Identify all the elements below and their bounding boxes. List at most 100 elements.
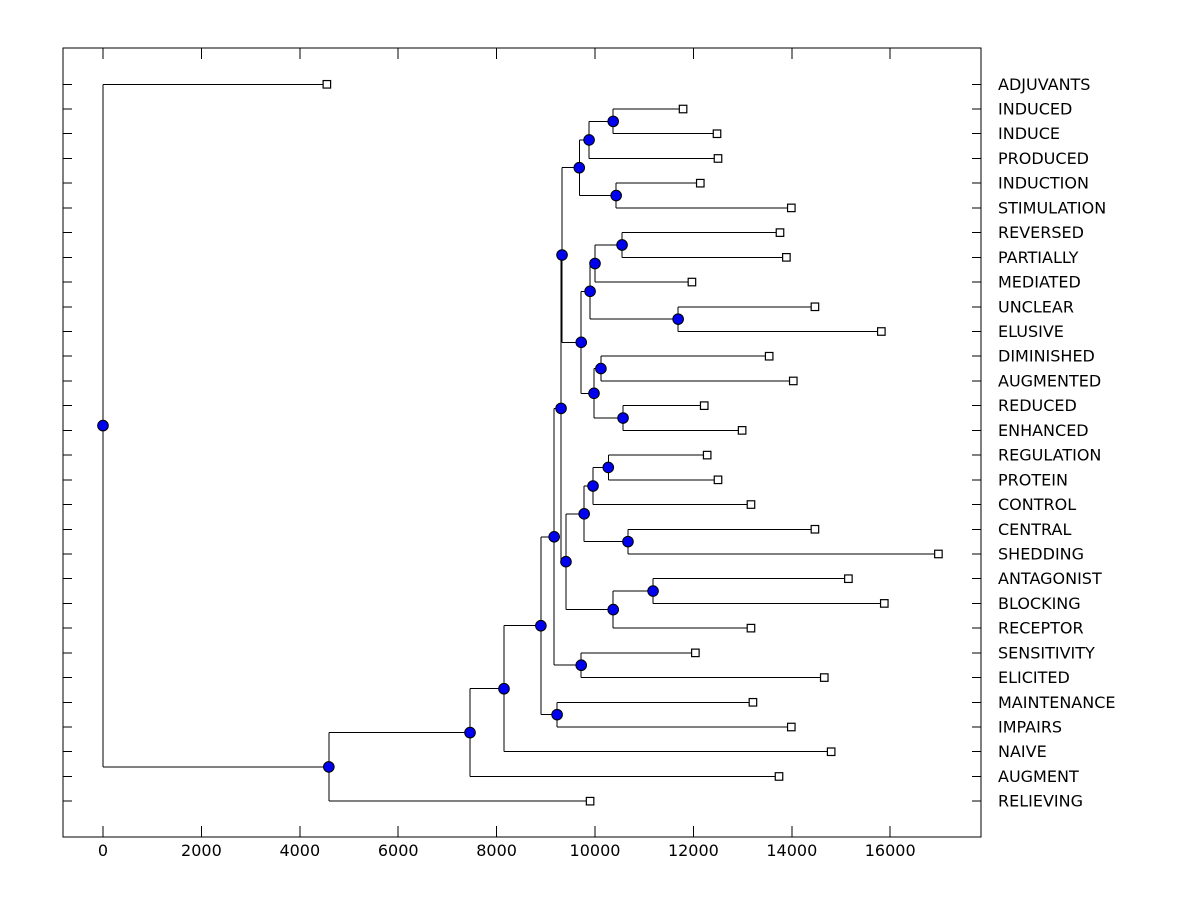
leaf-label-IMPAIRS: IMPAIRS [998,718,1062,737]
leaf-marker-UNCLEAR [810,302,820,312]
x-tick-label: 2000 [181,841,222,860]
leaf-marker-MEDIATED [687,277,697,287]
leaf-marker-MAINTENANCE [748,697,758,707]
internal-node-marker-n_unclear_elusive [672,313,684,325]
internal-node-marker-n_ant_block [647,585,659,597]
leaf-marker-REVERSED [775,228,785,237]
leaf-label-CONTROL: CONTROL [998,495,1076,514]
leaf-marker-CONTROL [746,500,756,509]
leaf-label-UNCLEAR: UNCLEAR [998,297,1074,316]
leaf-label-SHEDDING: SHEDDING [998,544,1084,563]
x-tick-label: 16000 [865,841,916,860]
internal-node-marker-n_ctrl_central [578,508,590,520]
x-tick-label: 0 [98,841,108,860]
leaf-marker-CENTRAL [810,524,820,534]
leaf-label-RECEPTOR: RECEPTOR [998,619,1084,638]
internal-node-marker-n_augment [464,726,476,739]
leaf-label-INDUCED: INDUCED [998,100,1072,119]
x-tick-label: 6000 [378,841,419,860]
leaf-marker-AUGMENTED [788,376,798,386]
leaf-marker-PARTIALLY [782,252,791,262]
leaf-marker-ELICITED [819,673,829,682]
leaf-label-SENSITIVITY: SENSITIVITY [998,643,1095,662]
leaf-marker-STIMULATION [786,203,796,213]
leaf-label-BLOCKING: BLOCKING [998,594,1081,613]
leaf-marker-REDUCED [699,401,709,411]
x-tick-label: 12000 [668,841,719,860]
leaf-label-INDUCE: INDUCE [998,124,1060,143]
leaf-label-ENHANCED: ENHANCED [998,421,1089,440]
plot-frame [62,47,982,838]
leaf-label-RELIEVING: RELIEVING [998,792,1083,811]
leaf-label-ANTAGONIST: ANTAGONIST [998,569,1102,588]
internal-node-marker-n_induce_clade [573,161,586,174]
leaf-label-MAINTENANCE: MAINTENANCE [998,693,1115,712]
leaf-label-INDUCTION: INDUCTION [998,174,1089,193]
leaf-marker-PRODUCED [713,154,723,163]
leaf-label-PARTIALLY: PARTIALLY [998,248,1079,267]
x-tick-label: 14000 [766,841,817,860]
internal-node-marker-n_lower_mid [560,555,572,568]
internal-node-marker-n_reg_prot [602,461,615,474]
internal-node-marker-n_produced [583,134,595,146]
leaf-label-REVERSED: REVERSED [998,223,1084,242]
leaf-label-NAIVE: NAIVE [998,742,1047,761]
leaf-marker-ELUSIVE [876,327,886,336]
leaf-label-PROTEIN: PROTEIN [998,470,1068,489]
internal-node-marker-n_mediated [589,257,601,270]
leaf-label-STIMULATION: STIMULATION [998,198,1106,217]
internal-node-marker-n_relieving [323,761,335,773]
internal-node-marker-n_big_sens [548,530,560,543]
internal-node-marker-n_induced_induce [607,115,620,128]
leaf-marker-RELIEVING [585,796,595,806]
leaf-label-AUGMENTED: AUGMENTED [998,371,1101,390]
leaf-label-ELUSIVE: ELUSIVE [998,322,1064,341]
internal-node-marker-n_red_enh [617,412,629,424]
leaf-label-AUGMENT: AUGMENT [998,767,1079,786]
leaf-marker-SENSITIVITY [691,648,700,658]
leaf-label-CENTRAL: CENTRAL [998,520,1071,539]
leaf-marker-AUGMENT [774,772,784,781]
internal-node-marker-n_big_upper [555,402,567,415]
leaf-marker-ENHANCED [737,426,747,435]
internal-node-marker-n_naive [498,682,510,695]
x-tick-label: 4000 [279,841,320,860]
x-tick-label: 8000 [476,841,517,860]
leaf-marker-REGULATION [702,450,712,460]
leaf-marker-ADJUVANTS [322,79,332,89]
leaf-label-ADJUVANTS: ADJUVANTS [998,75,1090,94]
leaf-marker-BLOCKING [879,599,889,608]
leaf-marker-PROTEIN [713,475,723,485]
internal-node-marker-n_med_unclear [584,285,596,298]
leaf-marker-RECEPTOR [746,623,756,633]
leaf-marker-INDUCED [678,104,688,114]
internal-node-marker-n_upper_clade [556,249,568,261]
leaf-label-REGULATION: REGULATION [998,446,1101,465]
leaf-label-ELICITED: ELICITED [998,668,1070,687]
internal-node-marker-n_big_maint [535,619,547,632]
internal-node-marker-n_central_shed [622,535,634,548]
internal-node-marker-n_receptor [607,603,620,616]
leaf-label-REDUCED: REDUCED [998,396,1077,415]
internal-node-marker-n_rev_part [616,239,628,251]
leaf-marker-SHEDDING [934,549,943,559]
leaf-marker-DIMINISHED [764,351,774,361]
leaf-label-PRODUCED: PRODUCED [998,149,1089,168]
internal-node-marker-n_mid_clade [575,336,588,349]
leaf-marker-NAIVE [826,747,836,757]
leaf-marker-INDUCTION [695,178,705,188]
internal-node-marker-n_induction_stim [610,189,622,202]
internal-node-marker-n_dim_aug [595,362,607,375]
x-tick-label: 10000 [570,841,621,860]
leaf-label-DIMINISHED: DIMINISHED [998,347,1095,366]
leaf-label-MEDIATED: MEDIATED [998,273,1081,292]
leaf-marker-IMPAIRS [786,722,796,732]
internal-node-marker-n_sens_elic [575,659,588,672]
internal-node-marker-n_dim_red [588,387,600,400]
leaf-marker-ANTAGONIST [844,574,853,584]
internal-node-marker-n_control [587,480,599,492]
leaf-marker-INDUCE [712,129,722,139]
